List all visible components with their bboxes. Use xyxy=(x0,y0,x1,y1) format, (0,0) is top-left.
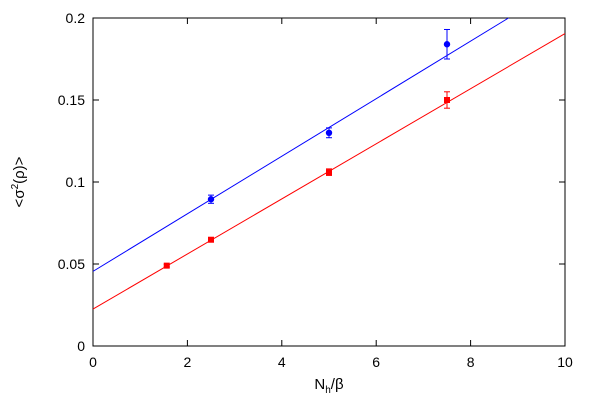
y-tick-label: 0.2 xyxy=(66,10,86,26)
x-tick-label: 10 xyxy=(557,354,573,370)
fit-line-0 xyxy=(92,17,509,272)
x-axis-label: Nh/β xyxy=(314,376,344,396)
y-tick-label: 0 xyxy=(77,338,85,354)
x-tick-label: 0 xyxy=(89,354,97,370)
y-tick-label: 0.1 xyxy=(66,174,86,190)
y-axis-label: <σ2(ρ)> xyxy=(10,156,28,207)
data-points xyxy=(163,28,451,269)
data-point-circle xyxy=(325,129,333,136)
plot-frame xyxy=(92,17,566,347)
axis-ticks xyxy=(92,17,566,347)
data-point-circle xyxy=(443,41,451,48)
x-tick-label: 4 xyxy=(278,354,286,370)
data-point-square xyxy=(208,236,214,243)
x-tick-label: 8 xyxy=(467,354,475,370)
tick-labels: 0 2 4 6 8 10 0 0.05 0.1 0.15 0.2 xyxy=(58,10,573,370)
y-tick-label: 0.15 xyxy=(58,92,85,108)
x-tick-label: 2 xyxy=(184,354,192,370)
y-tick-label: 0.05 xyxy=(58,256,85,272)
data-point-square xyxy=(163,262,170,269)
data-point-circle xyxy=(207,196,215,203)
x-tick-label: 6 xyxy=(372,354,380,370)
data-point-square xyxy=(444,97,450,103)
data-point-square xyxy=(326,169,332,176)
